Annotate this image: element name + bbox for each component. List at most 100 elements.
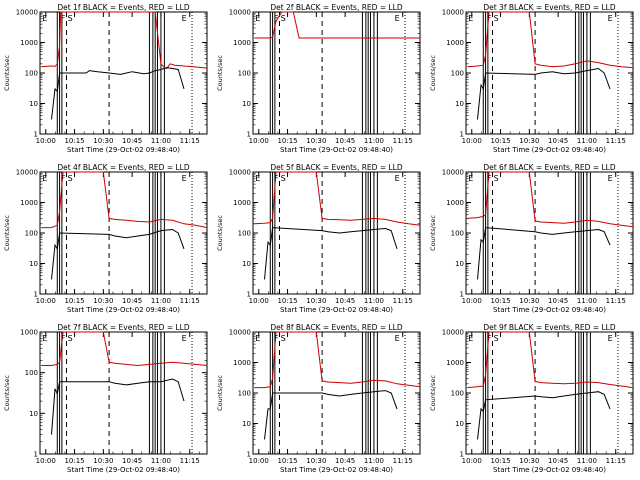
- x-tick-label: 10:30: [306, 457, 326, 465]
- y-tick-label: 1000: [446, 359, 464, 367]
- plot-marker-f: F: [487, 334, 492, 343]
- chart-panel-1: Det 1f BLACK = Events, RED = LLD 1 10 100 10…: [3, 3, 208, 154]
- plot-frame: [465, 171, 634, 295]
- x-tick-label: 10:15: [64, 457, 84, 465]
- y-tick-label: 1000: [233, 359, 251, 367]
- x-tick-label: 11:00: [577, 297, 597, 305]
- y-axis-label: Counts/sec: [429, 215, 437, 251]
- chart-title: Det 7f BLACK = Events, RED = LLD: [57, 323, 190, 332]
- y-tick-label: 10: [455, 260, 464, 268]
- x-tick-label: 10:30: [519, 457, 539, 465]
- x-tick-label: 10:45: [548, 457, 568, 465]
- x-tick-label: 11:00: [151, 137, 171, 145]
- plot-marker-f: F: [61, 334, 66, 343]
- chart-panel-5: Det 5f BLACK = Events, RED = LLD 1 10 100 10…: [216, 163, 421, 314]
- x-tick-label: 10:00: [462, 457, 482, 465]
- chart-panel-2: Det 2f BLACK = Events, RED = LLD 1 10 100 10…: [216, 3, 421, 154]
- series-line-lld: [41, 171, 208, 229]
- y-tick-label: 10000: [442, 169, 464, 177]
- x-tick-label: 11:15: [393, 137, 413, 145]
- plot-marker-e: E: [42, 174, 47, 183]
- x-tick-label: 10:00: [462, 137, 482, 145]
- y-tick-label: 1000: [446, 199, 464, 207]
- x-axis-label: Start Time (29-Oct-02 09:48:40): [493, 306, 606, 314]
- y-axis-label: Counts/sec: [429, 375, 437, 411]
- plot-marker-e: E: [395, 14, 400, 23]
- x-tick-label: 10:45: [122, 137, 142, 145]
- x-tick-label: 10:15: [490, 457, 510, 465]
- plot-marker-s: S: [281, 334, 286, 343]
- y-tick-label: 10000: [229, 329, 251, 337]
- x-tick-label: 10:00: [36, 137, 56, 145]
- chart-title: Det 6f BLACK = Events, RED = LLD: [483, 163, 616, 172]
- x-axis-label: Start Time (29-Oct-02 09:48:40): [280, 146, 393, 154]
- chart-panel-8: Det 8f BLACK = Events, RED = LLD 1 10 100 10…: [216, 323, 421, 474]
- x-tick-label: 11:15: [180, 137, 200, 145]
- y-tick-label: 10000: [229, 9, 251, 17]
- x-tick-label: 10:45: [335, 297, 355, 305]
- y-tick-label: 10000: [16, 9, 38, 17]
- y-tick-label: 1: [460, 291, 464, 299]
- y-tick-label: 10000: [442, 9, 464, 17]
- series-line-lld: [41, 331, 208, 367]
- plot-marker-e: E: [255, 14, 260, 23]
- x-tick-label: 10:45: [548, 137, 568, 145]
- series-line-lld: [467, 171, 634, 228]
- plot-marker-f: F: [61, 14, 66, 23]
- plot-frame: [252, 11, 421, 135]
- y-axis-label: Counts/sec: [429, 55, 437, 91]
- chart-panel-7: Det 7f BLACK = Events, RED = LLD 1 10 100 10…: [3, 323, 208, 474]
- x-tick-label: 11:00: [364, 137, 384, 145]
- x-tick-label: 10:30: [93, 137, 113, 145]
- x-tick-label: 10:30: [306, 137, 326, 145]
- plot-marker-e: E: [255, 334, 260, 343]
- x-tick-label: 10:15: [64, 137, 84, 145]
- series-line-events: [51, 228, 185, 280]
- x-tick-label: 11:00: [577, 457, 597, 465]
- x-tick-label: 10:15: [277, 297, 297, 305]
- x-axis-label: Start Time (29-Oct-02 09:48:40): [67, 466, 180, 474]
- chart-title: Det 1f BLACK = Events, RED = LLD: [57, 3, 190, 12]
- plot-marker-s: S: [281, 14, 286, 23]
- x-tick-label: 11:15: [393, 297, 413, 305]
- y-tick-label: 1000: [446, 39, 464, 47]
- plot-marker-f: F: [274, 14, 279, 23]
- chart-panel-6: Det 6f BLACK = Events, RED = LLD 1 10 100 10…: [429, 163, 634, 314]
- y-tick-label: 10: [29, 410, 38, 418]
- x-tick-label: 10:45: [548, 297, 568, 305]
- y-tick-label: 1: [247, 451, 251, 459]
- series-line-lld: [467, 11, 634, 69]
- x-tick-label: 11:15: [393, 457, 413, 465]
- y-tick-label: 100: [25, 369, 38, 377]
- plot-marker-s: S: [68, 174, 73, 183]
- y-tick-label: 1000: [20, 329, 38, 337]
- x-tick-label: 10:15: [490, 137, 510, 145]
- x-tick-label: 10:00: [249, 297, 269, 305]
- x-tick-label: 10:30: [93, 297, 113, 305]
- plot-marker-f: F: [487, 174, 492, 183]
- chart-title: Det 9f BLACK = Events, RED = LLD: [483, 323, 616, 332]
- y-axis-label: Counts/sec: [216, 375, 224, 411]
- plot-marker-f: F: [487, 14, 492, 23]
- plot-marker-s: S: [68, 14, 73, 23]
- plot-marker-e: E: [468, 14, 473, 23]
- series-line-lld: [41, 11, 208, 70]
- plot-marker-e: E: [608, 14, 613, 23]
- y-tick-label: 10: [29, 260, 38, 268]
- x-tick-label: 11:15: [606, 457, 626, 465]
- plot-marker-e: E: [42, 14, 47, 23]
- x-tick-label: 10:00: [249, 457, 269, 465]
- y-tick-label: 1: [34, 291, 38, 299]
- x-tick-label: 10:00: [249, 137, 269, 145]
- chart-title: Det 3f BLACK = Events, RED = LLD: [483, 3, 616, 12]
- y-tick-label: 10000: [442, 329, 464, 337]
- plot-marker-e: E: [395, 334, 400, 343]
- plot-marker-e: E: [182, 14, 187, 23]
- x-tick-label: 10:15: [277, 137, 297, 145]
- y-tick-label: 100: [238, 230, 251, 238]
- chart-panel-3: Det 3f BLACK = Events, RED = LLD 1 10 100 10…: [429, 3, 634, 154]
- series-line-events: [264, 390, 398, 440]
- y-tick-label: 1000: [20, 199, 38, 207]
- y-tick-label: 100: [451, 70, 464, 78]
- plot-marker-s: S: [281, 174, 286, 183]
